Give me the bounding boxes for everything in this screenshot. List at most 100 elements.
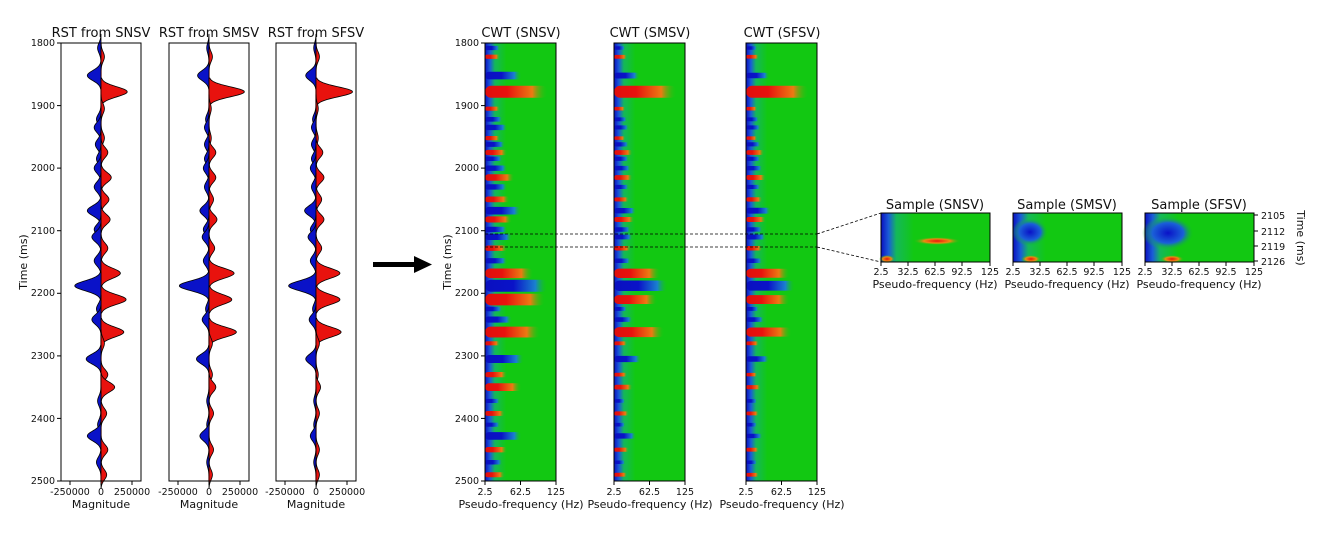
cwt-positive-band: [614, 54, 628, 59]
x-tick: 250000: [329, 481, 365, 498]
svg-text:1800: 1800: [31, 38, 55, 49]
x-tick: 2.5: [738, 481, 754, 498]
sample-heatmap: [1142, 213, 1254, 263]
positive-lobe: [208, 42, 213, 71]
svg-text:2500: 2500: [31, 476, 55, 487]
negative-lobe: [85, 344, 102, 373]
positive-lobe: [315, 234, 323, 263]
svg-text:2200: 2200: [31, 288, 55, 299]
cwt-negative-band: [746, 356, 770, 362]
positive-lobe: [315, 460, 320, 489]
y-axis-label: Time (ms): [441, 234, 454, 290]
sample-heatmap: [1012, 213, 1122, 263]
negative-lobe: [311, 172, 317, 201]
svg-text:92.5: 92.5: [1215, 267, 1236, 278]
svg-text:62.5: 62.5: [510, 487, 531, 498]
sample-hotspot: [1160, 255, 1184, 263]
positive-lobe: [208, 372, 217, 402]
positive-lobe: [315, 372, 321, 402]
cwt-panel-title: CWT (SFSV): [744, 26, 821, 41]
y-tick: 2300: [455, 351, 485, 362]
transform-arrow-icon: [373, 256, 432, 273]
positive-lobe: [315, 285, 341, 314]
svg-text:2300: 2300: [455, 351, 479, 362]
cwt-positive-band: [485, 268, 534, 279]
x-tick: 32.5: [897, 262, 919, 278]
trace-panel-3: RST from SFSV -250000 0 250000 Magnitude: [265, 26, 365, 511]
cwt-heatmap: [485, 43, 556, 481]
sample-panel-3: Sample (SFSV) 2.5 32.5 62.5 92.5 125 Pse…: [1136, 198, 1263, 291]
svg-text:2100: 2100: [455, 226, 479, 237]
cwt-negative-band: [746, 165, 763, 171]
trace-panel-title: RST from SNSV: [52, 26, 151, 41]
x-axis-label: Pseudo-frequency (Hz): [1136, 278, 1261, 291]
svg-text:2500: 2500: [455, 476, 479, 487]
cwt-negative-band: [485, 316, 513, 323]
svg-text:125: 125: [981, 267, 999, 278]
cwt-negative-band: [485, 354, 525, 364]
x-axis-label: Magnitude: [287, 498, 346, 511]
positive-lobe: [315, 399, 320, 428]
positive-lobe: [208, 163, 217, 192]
positive-lobe: [100, 163, 112, 192]
cwt-positive-band: [485, 149, 508, 156]
x-tick: 125: [1245, 262, 1263, 278]
cwt-positive-band: [746, 85, 809, 98]
negative-lobe: [93, 246, 102, 275]
positive-lobe: [100, 42, 105, 71]
negative-lobe: [97, 386, 102, 415]
cwt-negative-band: [485, 141, 505, 147]
positive-lobe: [100, 138, 109, 167]
svg-text:2000: 2000: [31, 163, 55, 174]
x-axis-label: Pseudo-frequency (Hz): [1004, 278, 1129, 291]
negative-lobe: [309, 421, 317, 450]
x-tick: 125: [547, 481, 565, 498]
positive-lobe: [100, 77, 128, 106]
negative-lobe: [196, 344, 210, 373]
cwt-positive-band: [485, 174, 515, 181]
svg-text:2.5: 2.5: [477, 487, 492, 498]
negative-lobe: [308, 305, 317, 334]
cwt-positive-band: [746, 150, 765, 155]
cwt-negative-band: [746, 258, 763, 263]
cwt-positive-band: [614, 472, 628, 477]
svg-text:2400: 2400: [31, 414, 55, 425]
svg-text:2126: 2126: [1261, 257, 1285, 268]
y-axis-label: Time (ms): [17, 234, 30, 290]
positive-lobe: [208, 317, 237, 346]
svg-text:2200: 2200: [455, 288, 479, 299]
svg-text:1800: 1800: [455, 38, 479, 49]
cwt-positive-band: [485, 383, 522, 391]
svg-text:2000: 2000: [455, 163, 479, 174]
cwt-positive-band: [614, 216, 635, 222]
x-tick: 62.5: [510, 481, 531, 498]
positive-lobe: [100, 94, 105, 123]
cwt-negative-band: [614, 280, 669, 292]
y-tick: 2500: [31, 476, 61, 487]
x-tick: -250000: [50, 481, 90, 498]
trace-plot: [288, 33, 353, 489]
cwt-heatmap: [614, 43, 685, 481]
trace-panel-title: RST from SFSV: [268, 26, 364, 41]
cwt-negative-band: [746, 156, 761, 161]
trace-panel-1: RST from SNSV -250000 0 250000 Magnitude…: [17, 26, 151, 511]
positive-lobe: [100, 399, 108, 428]
x-tick: 92.5: [1083, 262, 1105, 278]
negative-lobe: [86, 61, 102, 90]
positive-lobe: [315, 329, 320, 358]
cwt-negative-band: [614, 317, 633, 322]
negative-lobe: [305, 344, 317, 373]
cwt-positive-band: [614, 85, 677, 98]
cwt-positive-band: [614, 268, 662, 278]
cwt-negative-band: [614, 306, 628, 311]
cwt-panel-title: CWT (SNSV): [481, 26, 560, 41]
cwt-negative-band: [614, 165, 631, 171]
x-axis-label: Pseudo-frequency (Hz): [458, 498, 583, 511]
cwt-negative-band: [746, 46, 758, 50]
positive-lobe: [100, 372, 116, 402]
svg-text:2100: 2100: [31, 226, 55, 237]
y-tick: 1900: [455, 101, 485, 112]
negative-lobe: [96, 448, 102, 477]
cwt-positive-band: [746, 268, 791, 278]
cwt-negative-band: [746, 234, 767, 240]
